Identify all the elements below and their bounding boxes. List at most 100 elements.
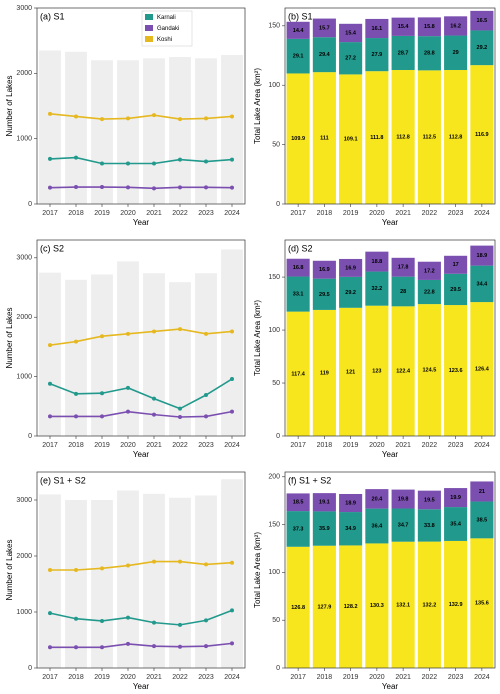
point	[48, 611, 52, 616]
y-tick-label: 0	[276, 201, 280, 208]
value-label: 15.4	[345, 30, 357, 36]
x-tick-label: 2024	[224, 210, 240, 217]
point	[126, 161, 130, 166]
x-tick-label: 2021	[395, 442, 411, 449]
bar-segment	[470, 481, 494, 502]
value-label: 19.9	[450, 495, 461, 501]
total-bar	[91, 60, 113, 205]
bar-segment	[286, 511, 310, 547]
x-tick-label: 2021	[395, 674, 411, 681]
x-tick-label: 2017	[42, 442, 58, 449]
y-tick-label: 0	[28, 665, 32, 672]
y-axis-label: Total Lake Area (km²)	[253, 300, 262, 376]
total-bar	[91, 274, 113, 436]
value-label: 111.8	[370, 135, 383, 141]
x-axis-label: Year	[382, 218, 399, 227]
bar-segment	[470, 30, 494, 66]
total-bar	[221, 55, 243, 204]
y-tick-label: 0	[276, 665, 280, 672]
value-label: 15.8	[424, 24, 435, 30]
point	[126, 331, 130, 336]
y-tick-label: 2000	[16, 314, 32, 321]
value-label: 17.8	[398, 265, 409, 271]
panel-title: (e) S1 + S2	[40, 475, 86, 485]
y-axis-label: Number of Lakes	[5, 540, 14, 601]
x-tick-label: 2020	[120, 442, 136, 449]
bar-segment	[312, 18, 336, 38]
value-label: 130.3	[370, 603, 384, 609]
total-bar	[39, 272, 61, 436]
point	[74, 155, 78, 160]
value-label: 128.2	[344, 604, 358, 610]
value-label: 132.9	[449, 602, 463, 608]
value-label: 117.4	[291, 371, 305, 377]
value-label: 29.1	[293, 54, 304, 60]
x-tick-label: 2024	[224, 442, 240, 449]
x-tick-label: 2024	[474, 674, 490, 681]
point	[100, 645, 104, 650]
bar-segment	[339, 42, 363, 75]
x-tick-label: 2023	[448, 674, 464, 681]
bar-segment	[312, 493, 336, 512]
x-tick-label: 2022	[172, 442, 188, 449]
bar-segment	[365, 38, 389, 72]
bar-segment	[286, 493, 310, 512]
x-tick-label: 2023	[198, 674, 214, 681]
bar-segment	[391, 276, 415, 307]
value-label: 20.4	[372, 496, 384, 502]
x-tick-label: 2023	[198, 210, 214, 217]
y-tick-label: 3000	[16, 5, 32, 12]
y-tick-label: 50	[272, 617, 280, 624]
value-label: 16.9	[319, 267, 330, 273]
value-label: 19.5	[424, 497, 435, 503]
bar-segment	[365, 543, 389, 668]
y-tick-label: 1000	[16, 373, 32, 380]
x-tick-label: 2017	[290, 674, 306, 681]
panel-title: (a) S1	[40, 11, 65, 21]
x-tick-label: 2018	[68, 442, 84, 449]
y-tick-label: 0	[28, 201, 32, 208]
point	[48, 381, 52, 386]
total-bar	[65, 51, 87, 205]
value-label: 14.4	[293, 28, 305, 34]
series-line	[49, 328, 233, 346]
bar-segment	[470, 245, 494, 266]
point	[204, 159, 208, 164]
total-bar	[39, 50, 61, 204]
value-label: 32.2	[372, 286, 383, 292]
point	[100, 161, 104, 166]
x-tick-label: 2022	[422, 210, 438, 217]
point	[48, 414, 52, 419]
bar-segment	[312, 309, 336, 436]
point	[48, 156, 52, 161]
value-label: 111	[320, 136, 329, 142]
x-tick-label: 2021	[146, 674, 162, 681]
value-label: 112.8	[396, 134, 409, 140]
point	[74, 645, 78, 650]
bar-segment	[365, 489, 389, 509]
point	[178, 414, 182, 419]
point	[204, 185, 208, 190]
point	[178, 622, 182, 627]
bar-segment	[417, 17, 441, 37]
value-label: 19.1	[319, 500, 330, 506]
bar-segment	[312, 260, 336, 279]
bar-segment	[339, 23, 363, 43]
bar-segment	[444, 70, 468, 205]
y-tick-label: 100	[268, 327, 280, 334]
y-tick-label: 3000	[16, 255, 32, 262]
value-label: 135.6	[475, 601, 489, 607]
x-tick-label: 2018	[317, 210, 333, 217]
bar-segment	[339, 493, 363, 513]
bar-segment	[470, 501, 494, 539]
bar-segment	[312, 72, 336, 205]
point	[152, 186, 156, 191]
point	[178, 157, 182, 162]
value-label: 29.5	[319, 292, 330, 298]
value-label: 33.8	[424, 523, 435, 529]
panel-title: (b) S1	[288, 11, 313, 21]
value-label: 109.1	[344, 137, 358, 143]
x-tick-label: 2023	[448, 442, 464, 449]
legend-label: Karnali	[157, 15, 176, 21]
